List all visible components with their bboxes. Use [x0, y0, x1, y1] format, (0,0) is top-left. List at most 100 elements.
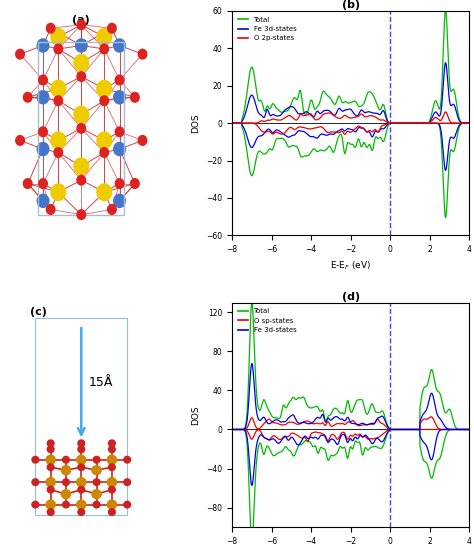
Circle shape	[93, 456, 100, 463]
Circle shape	[32, 479, 39, 485]
Circle shape	[138, 49, 147, 59]
Title: (b): (b)	[342, 0, 360, 10]
Circle shape	[115, 75, 124, 85]
Circle shape	[124, 456, 130, 463]
Circle shape	[46, 205, 55, 214]
Circle shape	[23, 179, 32, 188]
Circle shape	[37, 39, 49, 52]
Bar	[38, 42, 124, 215]
Circle shape	[78, 486, 85, 493]
Circle shape	[107, 478, 117, 486]
Circle shape	[23, 92, 32, 102]
Circle shape	[138, 136, 147, 145]
Circle shape	[54, 96, 63, 105]
Circle shape	[61, 466, 71, 475]
Circle shape	[124, 501, 130, 508]
Circle shape	[46, 455, 55, 464]
Circle shape	[51, 29, 66, 45]
Legend: Total, Fe 3d-states, O 2p-states: Total, Fe 3d-states, O 2p-states	[236, 14, 298, 43]
Circle shape	[54, 44, 63, 54]
Circle shape	[37, 194, 49, 208]
Circle shape	[51, 184, 66, 200]
Circle shape	[51, 80, 66, 97]
Circle shape	[63, 456, 69, 463]
Circle shape	[16, 136, 24, 145]
Circle shape	[54, 148, 63, 158]
Circle shape	[77, 20, 86, 30]
Circle shape	[109, 509, 115, 516]
Circle shape	[108, 205, 116, 214]
Circle shape	[109, 464, 115, 470]
Circle shape	[78, 446, 85, 452]
Y-axis label: DOS: DOS	[191, 405, 201, 425]
Circle shape	[114, 39, 125, 52]
Text: (a): (a)	[73, 15, 90, 25]
Circle shape	[51, 132, 66, 149]
Circle shape	[74, 107, 89, 123]
Circle shape	[37, 91, 49, 104]
Circle shape	[77, 124, 86, 133]
Circle shape	[77, 455, 86, 464]
Circle shape	[108, 24, 116, 33]
Circle shape	[107, 455, 117, 464]
Circle shape	[46, 500, 55, 509]
Circle shape	[109, 440, 115, 446]
Circle shape	[109, 446, 115, 452]
Circle shape	[47, 440, 54, 446]
Circle shape	[77, 72, 86, 81]
Y-axis label: DOS: DOS	[191, 113, 201, 133]
Circle shape	[77, 478, 86, 486]
Title: (d): (d)	[342, 292, 360, 302]
Circle shape	[39, 75, 47, 85]
Circle shape	[109, 486, 115, 493]
Circle shape	[37, 143, 49, 155]
Circle shape	[77, 175, 86, 185]
Circle shape	[46, 24, 55, 33]
Circle shape	[100, 148, 109, 158]
Text: 15Å: 15Å	[89, 376, 113, 389]
Circle shape	[100, 96, 109, 105]
Circle shape	[39, 179, 47, 188]
Bar	[36, 318, 127, 515]
Circle shape	[74, 158, 89, 175]
Circle shape	[93, 479, 100, 485]
Circle shape	[75, 39, 87, 52]
Circle shape	[130, 92, 139, 102]
Circle shape	[97, 80, 111, 97]
Circle shape	[97, 132, 111, 149]
Circle shape	[107, 500, 117, 509]
Circle shape	[130, 179, 139, 188]
Circle shape	[92, 466, 101, 475]
Circle shape	[61, 490, 71, 498]
Circle shape	[46, 478, 55, 486]
Circle shape	[93, 501, 100, 508]
Circle shape	[114, 194, 125, 208]
Circle shape	[124, 479, 130, 485]
Circle shape	[115, 127, 124, 137]
X-axis label: E-E$_F$ (eV): E-E$_F$ (eV)	[330, 260, 371, 272]
Circle shape	[115, 179, 124, 188]
Circle shape	[39, 127, 47, 137]
Circle shape	[97, 184, 111, 200]
Circle shape	[32, 456, 39, 463]
Circle shape	[114, 91, 125, 104]
Circle shape	[77, 210, 86, 220]
Circle shape	[47, 486, 54, 493]
Circle shape	[74, 54, 89, 71]
Circle shape	[16, 49, 24, 59]
Circle shape	[47, 446, 54, 452]
Circle shape	[63, 479, 69, 485]
Text: (c): (c)	[30, 307, 47, 317]
Circle shape	[92, 490, 101, 498]
Circle shape	[100, 44, 109, 54]
Legend: Total, O sp-states, Fe 3d-states: Total, O sp-states, Fe 3d-states	[236, 306, 298, 335]
Circle shape	[47, 464, 54, 470]
Circle shape	[47, 509, 54, 516]
Circle shape	[32, 501, 39, 508]
Circle shape	[77, 500, 86, 509]
Circle shape	[63, 501, 69, 508]
Circle shape	[97, 29, 111, 45]
Circle shape	[114, 143, 125, 155]
Circle shape	[78, 440, 85, 446]
Circle shape	[78, 509, 85, 516]
